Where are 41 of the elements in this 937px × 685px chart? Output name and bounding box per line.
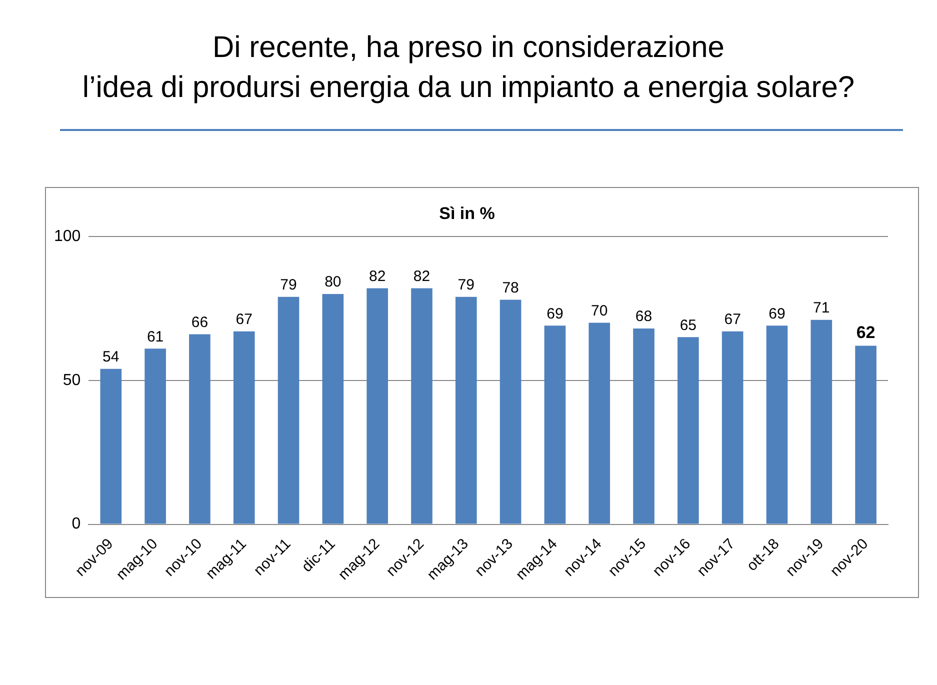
y-tick-label: 50 bbox=[62, 372, 81, 389]
data-label: 67 bbox=[724, 311, 741, 328]
bar bbox=[455, 296, 477, 524]
bar bbox=[633, 328, 654, 524]
data-label: 80 bbox=[324, 274, 342, 291]
data-label: 62 bbox=[856, 322, 876, 342]
y-tick-label: 100 bbox=[54, 228, 81, 245]
data-label: 68 bbox=[635, 308, 652, 326]
data-label: 70 bbox=[591, 302, 608, 320]
data-label: 78 bbox=[502, 279, 519, 296]
bar bbox=[411, 288, 432, 524]
bar bbox=[678, 337, 699, 524]
data-label: 71 bbox=[813, 300, 830, 317]
bar bbox=[100, 368, 122, 524]
data-label: 61 bbox=[146, 328, 164, 346]
chart-subtitle: Sì in % bbox=[439, 204, 495, 223]
bar bbox=[588, 322, 610, 524]
bar bbox=[500, 300, 522, 524]
data-label: 69 bbox=[768, 305, 786, 322]
data-label: 67 bbox=[236, 311, 252, 328]
data-label: 82 bbox=[368, 268, 386, 285]
bar bbox=[366, 288, 388, 524]
bar bbox=[233, 331, 255, 524]
data-label: 79 bbox=[280, 276, 297, 294]
bar bbox=[322, 294, 344, 524]
chart-title: Di recente, ha preso in considerazione l’idea di prodursi energia da un impianto a energia solare? bbox=[81, 30, 856, 106]
data-label: 66 bbox=[191, 314, 208, 331]
bar bbox=[189, 334, 210, 524]
data-label: 79 bbox=[458, 276, 474, 294]
bar bbox=[810, 320, 832, 524]
bar bbox=[278, 296, 300, 524]
y-tick-label: 0 bbox=[72, 516, 81, 533]
data-label: 54 bbox=[102, 348, 120, 366]
data-label: 65 bbox=[680, 316, 697, 334]
data-label: 82 bbox=[413, 268, 430, 285]
bar bbox=[855, 346, 876, 524]
bar bbox=[544, 326, 566, 524]
data-label: 69 bbox=[546, 305, 564, 322]
bar bbox=[722, 331, 744, 524]
bar bbox=[144, 348, 166, 524]
bar bbox=[766, 326, 788, 524]
